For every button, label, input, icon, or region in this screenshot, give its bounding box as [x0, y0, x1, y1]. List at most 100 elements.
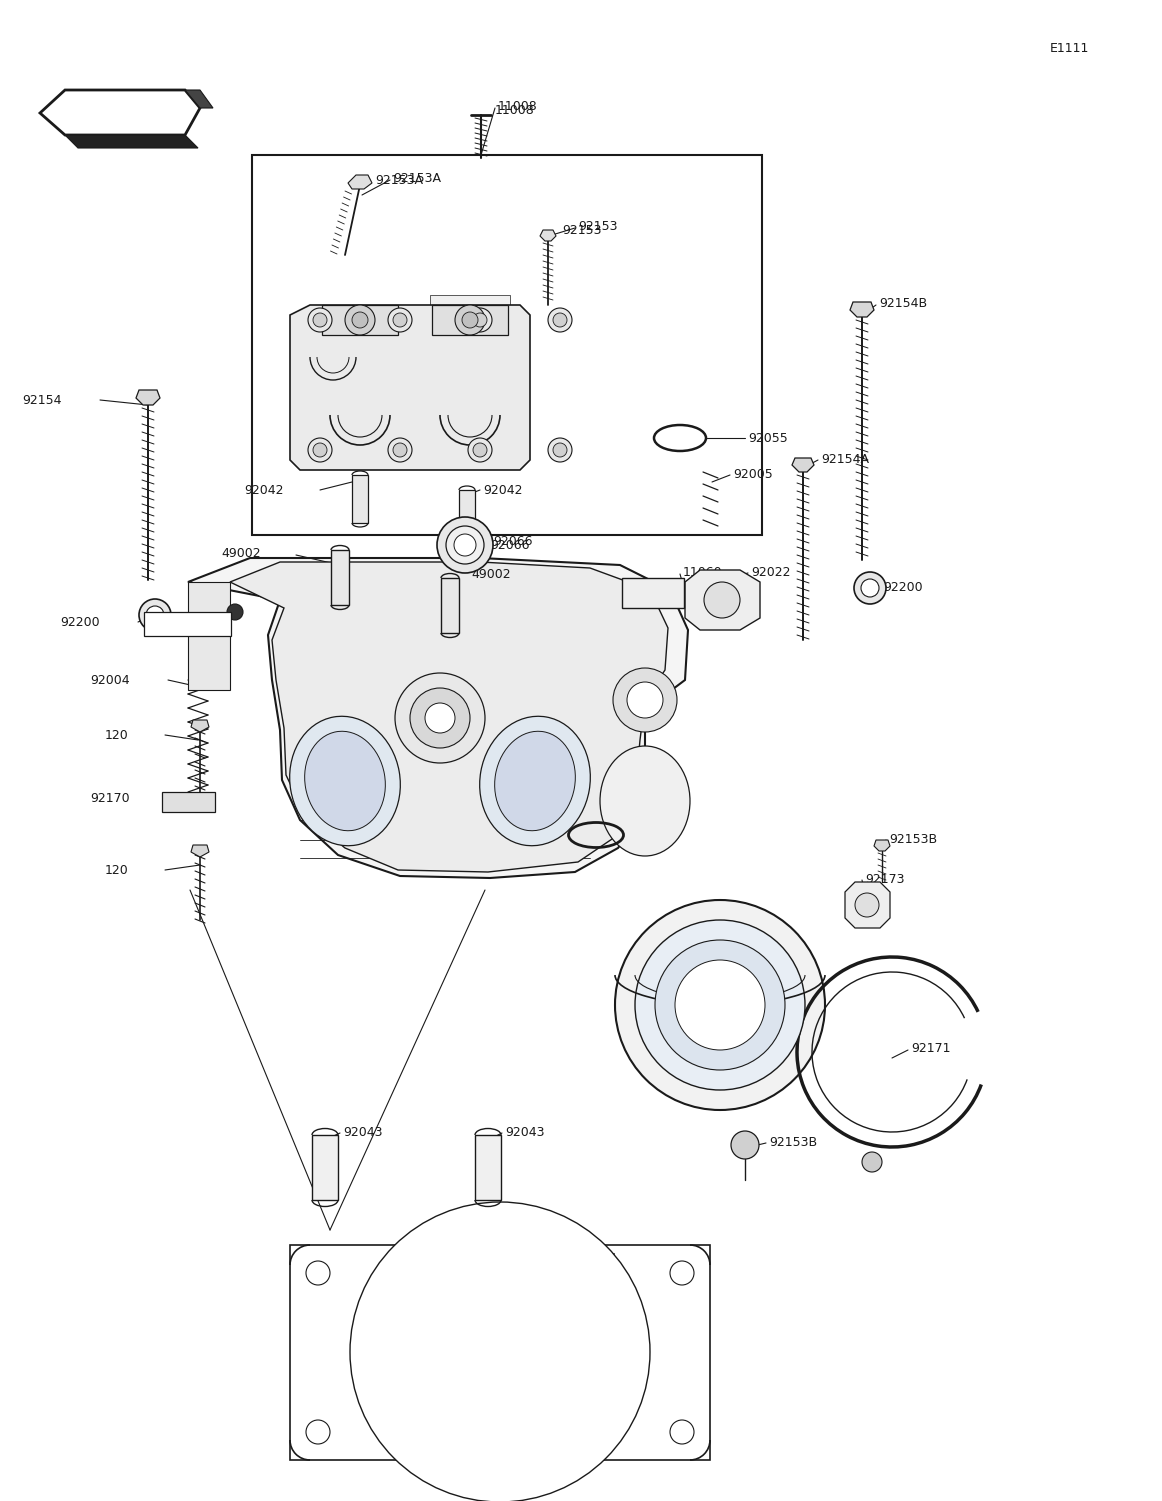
Text: E1111: E1111 [1050, 42, 1089, 54]
Circle shape [306, 1420, 330, 1444]
Circle shape [313, 314, 327, 327]
Text: 92005: 92005 [733, 467, 773, 480]
Circle shape [308, 438, 332, 462]
Polygon shape [322, 305, 399, 335]
Text: 92153: 92153 [578, 219, 617, 233]
Polygon shape [191, 845, 209, 857]
Text: 92154A: 92154A [822, 452, 869, 465]
Circle shape [553, 314, 567, 327]
Text: 92170: 92170 [91, 791, 130, 805]
Circle shape [446, 525, 485, 564]
Text: 92153B: 92153B [769, 1135, 817, 1148]
Polygon shape [310, 320, 356, 395]
Circle shape [456, 305, 485, 335]
Ellipse shape [304, 731, 386, 830]
Text: 92004: 92004 [91, 674, 130, 686]
Bar [622, 578, 684, 608]
Circle shape [855, 893, 878, 917]
Circle shape [548, 308, 572, 332]
Circle shape [473, 314, 487, 327]
Circle shape [306, 1261, 330, 1285]
Text: 92043: 92043 [343, 1126, 382, 1138]
Text: 92022: 92022 [751, 566, 790, 578]
Circle shape [854, 572, 885, 603]
Text: 92066A: 92066A [165, 617, 210, 630]
Circle shape [454, 534, 476, 555]
Bar [475, 1135, 501, 1199]
Text: 92153A: 92153A [393, 171, 442, 185]
Polygon shape [845, 883, 890, 928]
Circle shape [227, 603, 243, 620]
Circle shape [437, 516, 493, 573]
Text: 92153: 92153 [562, 224, 602, 237]
Text: 92066: 92066 [490, 539, 530, 551]
Circle shape [655, 940, 786, 1070]
Bar [459, 489, 475, 537]
Bar [313, 1135, 338, 1199]
Polygon shape [188, 582, 230, 690]
Circle shape [670, 1420, 694, 1444]
Circle shape [352, 312, 368, 329]
Circle shape [468, 438, 492, 462]
Text: 11008: 11008 [495, 104, 535, 117]
Text: 92154: 92154 [22, 393, 62, 407]
Circle shape [388, 438, 413, 462]
Text: 11004: 11004 [578, 1252, 618, 1265]
Circle shape [615, 901, 825, 1111]
Text: 92055: 92055 [748, 431, 788, 444]
Polygon shape [65, 135, 198, 149]
Text: 11008: 11008 [498, 99, 538, 113]
Ellipse shape [600, 746, 690, 856]
Text: 49002: 49002 [222, 546, 261, 560]
Circle shape [139, 599, 171, 630]
Polygon shape [686, 570, 760, 630]
Circle shape [473, 443, 487, 456]
Text: 120: 120 [105, 728, 128, 741]
Polygon shape [230, 561, 668, 872]
Text: 92042: 92042 [244, 483, 284, 497]
Ellipse shape [289, 716, 401, 845]
Polygon shape [185, 90, 213, 108]
Text: 92042: 92042 [483, 483, 523, 497]
Ellipse shape [495, 731, 575, 830]
Circle shape [614, 668, 677, 732]
Text: 11060: 11060 [683, 566, 723, 578]
Text: 92066: 92066 [493, 534, 532, 548]
Circle shape [388, 308, 413, 332]
Circle shape [425, 702, 456, 732]
Polygon shape [432, 305, 508, 335]
Text: 92153A: 92153A [375, 174, 423, 186]
Polygon shape [290, 305, 530, 470]
Circle shape [468, 308, 492, 332]
Text: OEM: OEM [368, 717, 511, 803]
Text: 49002: 49002 [471, 567, 510, 581]
Circle shape [313, 443, 327, 456]
Circle shape [553, 443, 567, 456]
Polygon shape [347, 176, 372, 189]
Circle shape [410, 687, 469, 747]
Text: forPARTS: forPARTS [360, 776, 519, 845]
Polygon shape [191, 720, 209, 732]
Circle shape [350, 1202, 650, 1501]
Text: 92043: 92043 [505, 1126, 545, 1138]
Text: 92200: 92200 [60, 615, 100, 629]
Circle shape [862, 1151, 882, 1172]
Circle shape [462, 312, 478, 329]
Bar [290, 1244, 710, 1460]
Circle shape [548, 438, 572, 462]
Ellipse shape [480, 716, 590, 845]
Text: 16066: 16066 [741, 991, 781, 1004]
Text: 92154B: 92154B [878, 297, 927, 309]
Circle shape [861, 579, 878, 597]
Bar [252, 155, 762, 534]
Circle shape [393, 443, 407, 456]
Circle shape [704, 582, 740, 618]
Polygon shape [792, 458, 815, 471]
Circle shape [670, 1261, 694, 1285]
Polygon shape [849, 302, 874, 317]
Circle shape [345, 305, 375, 335]
Circle shape [731, 1130, 759, 1159]
Text: FRONT: FRONT [101, 107, 149, 120]
Bar [352, 474, 368, 522]
Circle shape [627, 681, 664, 717]
